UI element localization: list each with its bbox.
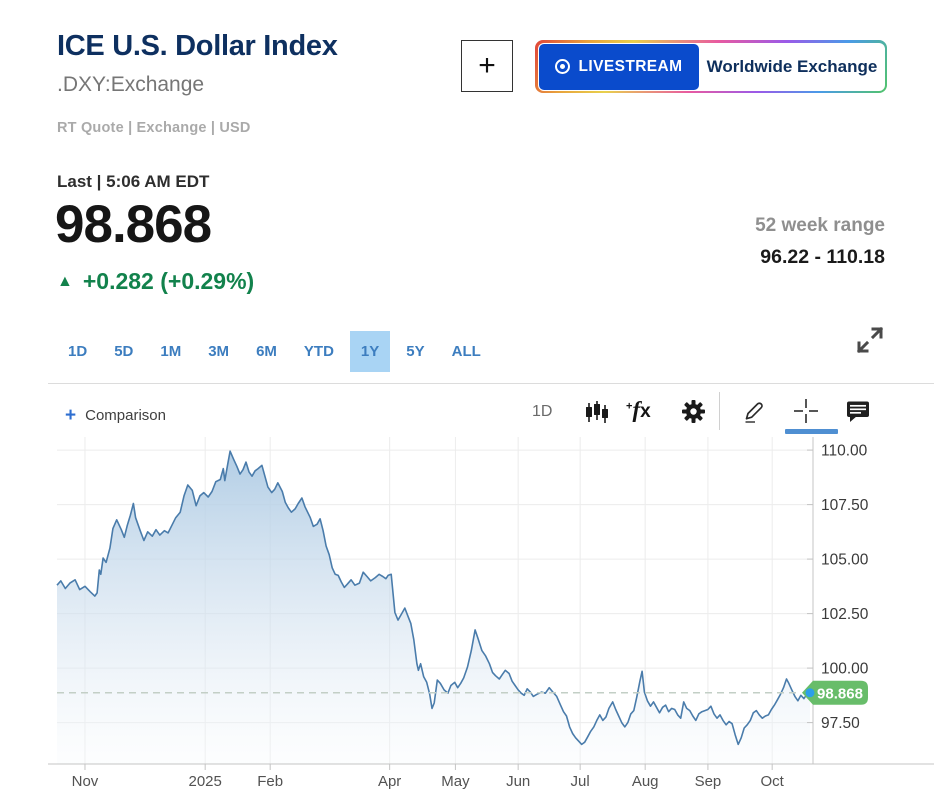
change-value: +0.282 (+0.29%) <box>82 268 255 294</box>
range-tab-3m[interactable]: 3M <box>208 343 230 360</box>
range-tab-5y[interactable]: 5Y <box>406 343 425 360</box>
add-comparison-button[interactable]: + Comparison <box>65 402 166 428</box>
y-axis-label: 100.00 <box>821 661 869 678</box>
x-axis-label: Jun <box>506 773 530 790</box>
candlestick-icon <box>586 401 608 423</box>
plus-icon: + <box>626 400 633 413</box>
range-tab-1d[interactable]: 1D <box>68 343 88 360</box>
crosshair-tool-button[interactable] <box>792 397 820 430</box>
price-line <box>56 450 811 746</box>
x-axis-label: Apr <box>378 773 401 790</box>
y-axis-label: 107.50 <box>821 497 869 514</box>
x-axis-label: 2025 <box>188 773 221 790</box>
last-price: 98.868 <box>55 195 212 254</box>
y-axis-label: 97.50 <box>821 715 860 732</box>
draw-tool-button[interactable] <box>740 397 768 430</box>
x-axis-label: Aug <box>632 773 659 790</box>
instrument-symbol: .DXY:Exchange <box>57 73 205 96</box>
expand-icon <box>856 326 884 354</box>
range-tab-all[interactable]: ALL <box>451 343 481 360</box>
active-tool-indicator <box>785 429 838 434</box>
comparison-label: Comparison <box>85 406 166 424</box>
toolbar-divider <box>719 392 720 430</box>
x-axis-label: Jul <box>571 773 590 790</box>
range-tab-1y[interactable]: 1Y <box>349 331 391 372</box>
plus-icon: + <box>478 49 496 82</box>
pencil-icon <box>745 402 763 423</box>
range-tab-5d[interactable]: 5D <box>114 343 134 360</box>
fullscreen-button[interactable] <box>854 324 886 356</box>
x-axis-label: May <box>441 773 470 790</box>
range-tab-6m[interactable]: 6M <box>256 343 277 360</box>
price-chart[interactable]: 110.00 107.50 105.00 102.50 100.00 97.50 Nov 20… <box>0 430 942 794</box>
range-tab-1m[interactable]: 1M <box>160 343 182 360</box>
area-fill <box>57 451 810 764</box>
chart-style-button[interactable] <box>584 399 610 430</box>
price-change: ▲ +0.282 (+0.29%) <box>57 268 254 295</box>
last-price-dot <box>805 688 815 698</box>
indicators-button[interactable]: +fx <box>626 397 651 422</box>
page-title: ICE U.S. Dollar Index <box>57 30 338 62</box>
x-axis-label: Feb <box>257 773 283 790</box>
show-name: Worldwide Exchange <box>706 56 878 76</box>
quote-meta: RT Quote | Exchange | USD <box>57 120 251 136</box>
range-tab-ytd[interactable]: YTD <box>303 343 334 360</box>
plus-icon: + <box>65 404 77 426</box>
record-icon <box>554 59 570 74</box>
livestream-banner-inner: LIVESTREAM Worldwide Exchange <box>537 42 885 91</box>
up-arrow-icon: ▲ <box>57 272 73 290</box>
y-axis-label: 105.00 <box>821 552 869 569</box>
time-range-tabs: 1D 5D 1M 3M 6M YTD 1Y 5Y ALL <box>57 331 497 372</box>
livestream-banner[interactable]: LIVESTREAM Worldwide Exchange <box>535 40 887 93</box>
last-price-tag <box>802 680 868 705</box>
crosshair-icon <box>794 399 818 423</box>
x-axis-label: Oct <box>761 773 785 790</box>
add-to-watchlist-button[interactable]: + <box>461 40 513 92</box>
livestream-button[interactable]: LIVESTREAM <box>538 43 699 90</box>
week-range-value: 96.22 - 110.18 <box>760 246 885 268</box>
function-icon: f <box>632 397 641 422</box>
section-divider <box>48 383 934 384</box>
y-axis-label: 102.50 <box>821 606 869 623</box>
last-price-tag-label: 98.868 <box>817 685 863 702</box>
comment-icon <box>847 401 869 422</box>
x-axis-label: Nov <box>72 773 99 790</box>
week-range-label: 52 week range <box>755 215 885 236</box>
interval-selector[interactable]: 1D <box>532 403 553 420</box>
y-axis-label: 110.00 <box>821 443 868 460</box>
annotations-button[interactable] <box>845 399 871 429</box>
chart-settings-button[interactable] <box>681 399 706 429</box>
last-timestamp: Last | 5:06 AM EDT <box>57 172 210 191</box>
livestream-label: LIVESTREAM <box>578 57 683 75</box>
gear-icon <box>682 400 705 423</box>
x-axis-label: Sep <box>695 773 722 790</box>
